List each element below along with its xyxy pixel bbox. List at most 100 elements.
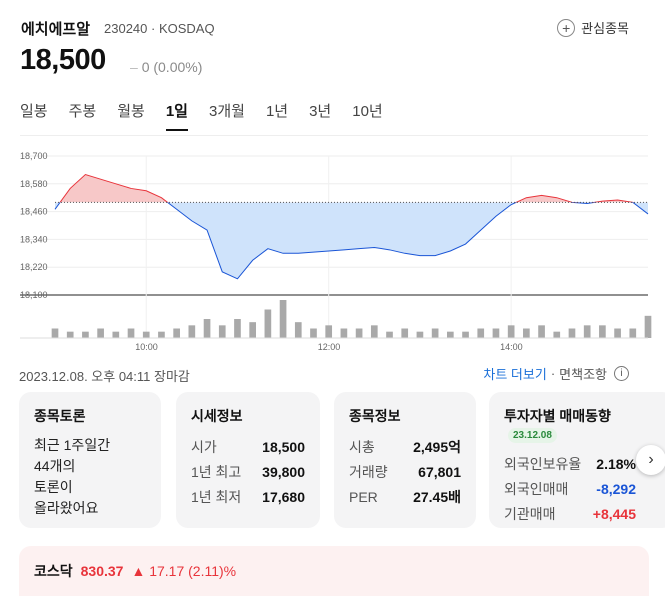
volume-bar <box>355 328 363 338</box>
investor-trend-card[interactable]: 투자자별 매매동향 23.12.08 외국인보유율 2.18% 외국인매매 -8,… <box>489 392 665 528</box>
volume-bar <box>492 328 500 338</box>
volume-bar <box>644 315 652 338</box>
volume-bar <box>66 331 74 338</box>
tab-1day[interactable]: 1일 <box>165 100 189 131</box>
info-value: 17,680 <box>262 489 305 505</box>
volume-bar <box>431 328 439 338</box>
tab-1year[interactable]: 1년 <box>265 103 289 120</box>
market-close-time: 2023.12.08. 오후 04:11 장마감 <box>19 369 190 384</box>
info-key: PER <box>349 489 378 505</box>
volume-bar <box>401 328 409 338</box>
favorite-label: 관심종목 <box>581 21 629 36</box>
down-area <box>55 202 648 279</box>
investor-title-text: 투자자별 매매동향 <box>504 408 611 424</box>
volume-bar <box>279 300 287 338</box>
x-tick-label: 12:00 <box>318 342 341 352</box>
volume-bar <box>188 325 196 338</box>
volume-bar <box>142 331 150 338</box>
index-name: 코스닥 <box>34 563 73 579</box>
info-value: 18,500 <box>262 439 305 455</box>
price-line-down <box>54 202 649 280</box>
up-area <box>55 174 648 203</box>
disclaimer-link[interactable]: 면책조항 <box>559 367 607 382</box>
discussion-card[interactable]: 종목토론 최근 1주일간 44개의 토론이 올라왔어요 <box>19 392 161 528</box>
date-badge: 23.12.08 <box>508 427 557 443</box>
info-row: PER 27.45배 <box>349 485 461 510</box>
volume-bar <box>523 328 530 338</box>
volume-bar <box>234 319 241 338</box>
y-tick-label: 18,580 <box>20 179 48 189</box>
tab-3months[interactable]: 3개월 <box>208 103 245 120</box>
y-tick-label: 18,220 <box>20 262 48 272</box>
info-value: 2,495억 <box>413 439 461 455</box>
price-change: – 0 (0.00%) <box>130 59 202 75</box>
volume-bar <box>249 322 257 338</box>
x-tick-label: 10:00 <box>135 342 158 352</box>
volume-bar <box>446 331 454 338</box>
info-value: +8,445 <box>592 505 636 522</box>
info-value: 39,800 <box>262 464 305 480</box>
info-value: 67,801 <box>418 464 461 480</box>
volume-bar <box>310 328 317 338</box>
volume-bar <box>599 325 606 338</box>
chevron-right-icon: › <box>648 451 654 468</box>
volume-bar <box>583 325 591 338</box>
tab-divider <box>20 135 648 136</box>
volume-bar <box>614 328 621 338</box>
stock-code-number: 230240 <box>104 21 148 36</box>
info-row: 시가 18,500 <box>191 435 305 460</box>
info-key: 외국인보유율 <box>504 455 582 472</box>
info-row: 1년 최고 39,800 <box>191 460 305 485</box>
volume-bar <box>264 309 272 338</box>
volume-bar <box>97 328 104 338</box>
y-tick-label: 18,700 <box>20 151 48 161</box>
index-change: ▲ 17.17 (2.11)% <box>131 563 237 579</box>
volume-bar <box>203 319 211 338</box>
market-name: KOSDAQ <box>158 21 215 36</box>
tab-weekly[interactable]: 주봉 <box>68 103 97 120</box>
price-change-value: 0 (0.00%) <box>141 59 203 75</box>
y-tick-label: 18,460 <box>20 207 48 217</box>
x-tick-label: 14:00 <box>500 342 523 352</box>
stock-info-card[interactable]: 종목정보 시총 2,495억 거래량 67,801 PER 27.45배 <box>334 392 476 528</box>
volume-bar <box>386 331 393 338</box>
index-bar[interactable]: 코스닥 830.37 ▲ 17.17 (2.11)% <box>19 546 649 596</box>
info-icon[interactable]: i <box>614 366 629 381</box>
favorite-button[interactable]: + 관심종목 <box>557 18 629 37</box>
period-tabs: 일봉 주봉 월봉 1일 3개월 1년 3년 10년 <box>20 100 404 131</box>
volume-bar <box>416 331 424 338</box>
tab-10years[interactable]: 10년 <box>352 103 383 120</box>
tab-monthly[interactable]: 월봉 <box>117 103 145 120</box>
chart-more-link[interactable]: 차트 더보기 <box>483 367 547 382</box>
info-row: 외국인보유율 2.18% <box>504 452 636 477</box>
volume-bar <box>173 328 180 338</box>
tab-3years[interactable]: 3년 <box>309 103 332 120</box>
volume-bar <box>553 331 561 338</box>
tab-daily[interactable]: 일봉 <box>20 103 48 120</box>
investor-title: 투자자별 매매동향 23.12.08 <box>504 406 659 443</box>
intraday-chart[interactable]: 18,700 18,580 18,460 18,340 18,220 18,100 10:0… <box>0 140 665 355</box>
chart-svg: 18,700 18,580 18,460 18,340 18,220 18,100 10:0… <box>20 151 652 352</box>
info-key: 1년 최고 <box>191 464 242 480</box>
stock-info-title: 종목정보 <box>349 408 401 424</box>
price-line-up <box>59 173 634 203</box>
market-info-title: 시세정보 <box>191 408 243 424</box>
next-card-button[interactable]: › <box>636 445 665 475</box>
volume-bar <box>325 325 333 338</box>
volume-bar <box>462 331 469 338</box>
discussion-title: 종목토론 <box>34 408 86 424</box>
volume-bar <box>82 331 89 338</box>
plus-icon: + <box>557 18 576 37</box>
info-row: 거래량 67,801 <box>349 460 461 485</box>
volume-bar <box>538 325 545 338</box>
discussion-text-2: 44개의 <box>34 458 76 474</box>
y-tick-label: 18,340 <box>20 234 48 244</box>
discussion-text-1: 최근 1주일간 <box>34 437 111 453</box>
discussion-text-3: 토론이 <box>34 479 73 495</box>
volume-bar <box>370 325 378 338</box>
info-row: 시총 2,495억 <box>349 435 461 460</box>
info-key: 외국인매매 <box>504 480 569 497</box>
volume-bar <box>127 328 135 338</box>
volume-bar <box>340 328 348 338</box>
market-info-card[interactable]: 시세정보 시가 18,500 1년 최고 39,800 1년 최저 17,680 <box>176 392 320 528</box>
